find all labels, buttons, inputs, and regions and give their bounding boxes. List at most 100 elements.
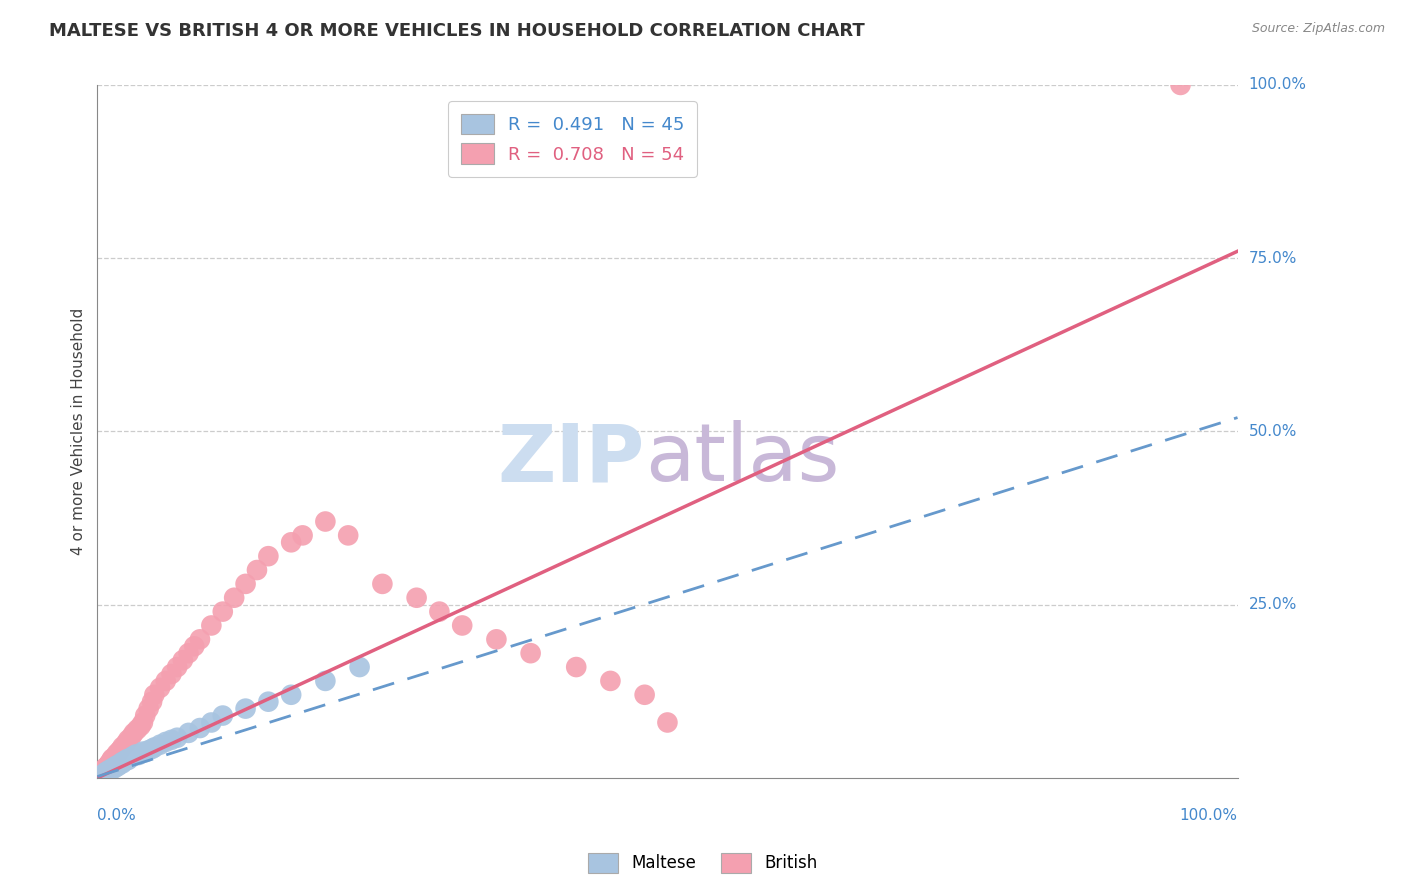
Point	[405, 591, 427, 605]
Point	[337, 528, 360, 542]
Point	[141, 741, 163, 756]
Point	[94, 760, 117, 774]
Point	[235, 577, 257, 591]
Point	[96, 766, 118, 780]
Point	[110, 756, 132, 770]
Point	[280, 688, 302, 702]
Point	[451, 618, 474, 632]
Point	[138, 701, 160, 715]
Point	[97, 764, 120, 778]
Text: 100.0%: 100.0%	[1249, 78, 1306, 93]
Point	[633, 688, 655, 702]
Point	[1170, 78, 1192, 92]
Point	[371, 577, 394, 591]
Point	[105, 747, 128, 761]
Point	[149, 738, 172, 752]
Point	[129, 747, 152, 761]
Text: MALTESE VS BRITISH 4 OR MORE VEHICLES IN HOUSEHOLD CORRELATION CHART: MALTESE VS BRITISH 4 OR MORE VEHICLES IN…	[49, 22, 865, 40]
Point	[100, 764, 122, 778]
Point	[211, 708, 233, 723]
Point	[121, 750, 143, 764]
Point	[108, 745, 131, 759]
Point	[143, 688, 166, 702]
Point	[97, 757, 120, 772]
Point	[134, 745, 156, 759]
Point	[127, 723, 149, 737]
Point	[108, 757, 131, 772]
Y-axis label: 4 or more Vehicles in Household: 4 or more Vehicles in Household	[72, 308, 86, 555]
Point	[98, 756, 121, 770]
Point	[160, 667, 183, 681]
Point	[115, 752, 138, 766]
Point	[91, 764, 114, 778]
Point	[101, 762, 124, 776]
Text: ZIP: ZIP	[498, 420, 644, 498]
Point	[246, 563, 269, 577]
Point	[155, 735, 177, 749]
Point	[105, 758, 128, 772]
Point	[183, 640, 205, 654]
Point	[117, 753, 139, 767]
Text: 50.0%: 50.0%	[1249, 424, 1296, 439]
Point	[132, 715, 155, 730]
Text: 75.0%: 75.0%	[1249, 251, 1296, 266]
Point	[291, 528, 314, 542]
Point	[122, 726, 145, 740]
Point	[97, 764, 120, 779]
Text: 0.0%: 0.0%	[97, 808, 136, 823]
Point	[118, 751, 141, 765]
Point	[121, 729, 143, 743]
Point	[149, 681, 172, 695]
Point	[103, 760, 125, 774]
Point	[129, 719, 152, 733]
Point	[200, 715, 222, 730]
Point	[132, 745, 155, 759]
Point	[235, 701, 257, 715]
Point	[108, 743, 131, 757]
Point	[224, 591, 246, 605]
Text: 100.0%: 100.0%	[1180, 808, 1237, 823]
Point	[177, 646, 200, 660]
Point	[188, 632, 211, 647]
Point	[91, 767, 114, 781]
Point	[314, 515, 336, 529]
Point	[98, 763, 121, 777]
Point	[314, 673, 336, 688]
Point	[122, 748, 145, 763]
Point	[93, 763, 115, 777]
Text: Source: ZipAtlas.com: Source: ZipAtlas.com	[1251, 22, 1385, 36]
Point	[257, 695, 280, 709]
Point	[519, 646, 541, 660]
Point	[141, 695, 163, 709]
Point	[111, 756, 134, 771]
Point	[200, 618, 222, 632]
Point	[166, 731, 188, 745]
Point	[111, 739, 134, 754]
Point	[134, 708, 156, 723]
Point	[565, 660, 588, 674]
Point	[211, 605, 233, 619]
Point	[94, 765, 117, 780]
Point	[100, 754, 122, 768]
Point	[96, 762, 118, 776]
Point	[108, 757, 131, 772]
Point	[117, 732, 139, 747]
Point	[115, 736, 138, 750]
Legend: R =  0.491   N = 45, R =  0.708   N = 54: R = 0.491 N = 45, R = 0.708 N = 54	[449, 101, 697, 177]
Point	[115, 754, 138, 768]
Point	[143, 740, 166, 755]
Point	[280, 535, 302, 549]
Point	[172, 653, 194, 667]
Point	[103, 750, 125, 764]
Point	[155, 673, 177, 688]
Point	[257, 549, 280, 564]
Point	[188, 721, 211, 735]
Legend: Maltese, British: Maltese, British	[582, 847, 824, 880]
Point	[657, 715, 679, 730]
Point	[103, 761, 125, 775]
Point	[166, 660, 188, 674]
Text: atlas: atlas	[644, 420, 839, 498]
Point	[485, 632, 508, 647]
Point	[177, 726, 200, 740]
Text: 25.0%: 25.0%	[1249, 597, 1296, 612]
